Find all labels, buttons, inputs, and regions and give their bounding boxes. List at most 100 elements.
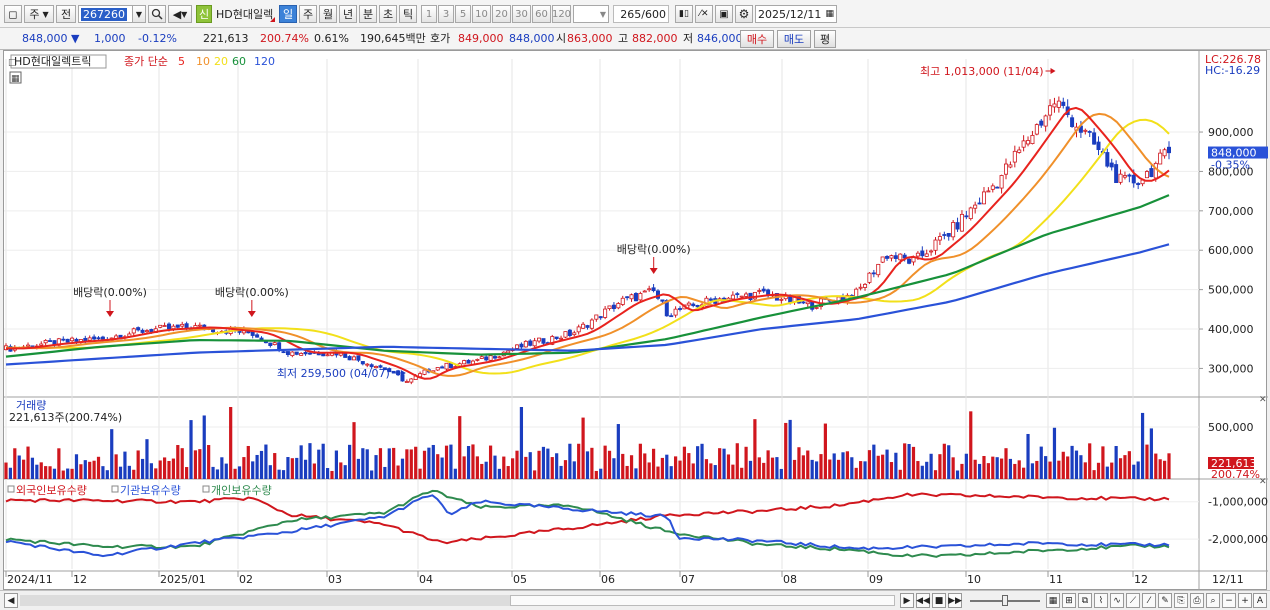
zoom-slider-thumb[interactable]	[1002, 595, 1008, 606]
low-label: 저	[683, 32, 694, 45]
draw-tool-icon[interactable]: ⁄✕	[695, 5, 713, 23]
scroll-left-icon[interactable]: ◀	[4, 593, 18, 608]
volume-bar	[277, 469, 281, 479]
tab-minute[interactable]: 분	[359, 5, 377, 23]
volume-bar	[766, 450, 770, 479]
volume-bar	[629, 455, 634, 479]
interval-120[interactable]: 120	[552, 5, 571, 23]
interval-5[interactable]: 5	[455, 5, 471, 23]
code-dropdown-icon[interactable]: ▼	[132, 5, 146, 23]
candle-body	[374, 366, 379, 369]
forward-icon[interactable]: ▶▶	[948, 593, 962, 608]
layout-icon[interactable]: ▦	[1046, 593, 1060, 608]
volume-bar	[176, 445, 180, 479]
sell-button[interactable]: 매도	[777, 30, 811, 48]
volume-bar	[110, 429, 114, 479]
chart-type-icon[interactable]: ▮▯	[675, 5, 693, 23]
rewind-icon[interactable]: ◀◀	[916, 593, 930, 608]
zoom-in-icon[interactable]: +	[1238, 593, 1252, 608]
volume-bar	[88, 461, 92, 479]
scroll-track[interactable]	[20, 595, 510, 606]
x-tick-label: 02	[239, 573, 253, 586]
zoom-out-icon[interactable]: −	[1222, 593, 1236, 608]
candle-body	[528, 340, 533, 346]
volume-bar	[621, 453, 625, 479]
candle-body	[347, 356, 352, 361]
tab-week[interactable]: 주	[299, 5, 317, 23]
volume-bar	[207, 445, 211, 479]
save-icon[interactable]: ▣	[715, 5, 733, 23]
settings-gear-icon[interactable]: ⚙	[735, 5, 753, 23]
volume-bar	[881, 454, 885, 479]
copy-icon[interactable]: ⎘	[1174, 593, 1188, 608]
tab-year[interactable]: 년	[339, 5, 357, 23]
holding-legend-0: 외국인보유수량	[16, 484, 87, 497]
line-icon[interactable]: ⁄	[1142, 593, 1156, 608]
scroll-thumb[interactable]	[510, 595, 895, 606]
candle-body	[691, 303, 696, 307]
stock-code-input[interactable]: 267260	[78, 5, 146, 23]
volume-bar	[986, 463, 990, 479]
candle-body	[1162, 149, 1167, 157]
volume-bar	[665, 454, 669, 479]
status-bar: ◀ ▶ ◀◀ ■ ▶▶ ▦ ⊞ ⧉ ⌇ ∿ ⟋ ⁄ ✎ ⎘ ⎙ ⌕ − + A	[0, 590, 1270, 610]
holding-y-label: -1,000,000	[1208, 496, 1268, 509]
interval-10[interactable]: 10	[472, 5, 491, 23]
search-icon[interactable]	[148, 5, 166, 23]
volume-bar	[66, 468, 70, 479]
interval-1[interactable]: 1	[421, 5, 437, 23]
buy-button[interactable]: 매수	[740, 30, 774, 48]
volume-bar	[770, 457, 775, 479]
open-price: 863,000	[567, 32, 613, 45]
date-input[interactable]: 2025/12/11 ▦	[755, 5, 837, 23]
candle-body	[1052, 103, 1057, 108]
chart-canvas[interactable]: 2024/11 12 2025/01 02 03 04 05 06 07 08 09 10 11 12 12…	[4, 51, 1268, 591]
sound-icon[interactable]: ◀ ▼	[168, 5, 192, 23]
volume-bar	[550, 457, 554, 479]
candle-body	[1144, 171, 1149, 179]
x-tick-label: 04	[419, 573, 433, 586]
tab-day[interactable]: 일	[279, 5, 297, 23]
volume-bar	[555, 453, 559, 479]
volume-bar	[850, 457, 854, 479]
tab-month[interactable]: 월	[319, 5, 337, 23]
candle-body	[730, 294, 735, 300]
candle-body	[409, 378, 414, 383]
stop-icon[interactable]: ■	[932, 593, 946, 608]
chart-area[interactable]: 2024/11 12 2025/01 02 03 04 05 06 07 08 09 10 11 12 12…	[3, 50, 1268, 591]
volume-bar	[867, 450, 872, 479]
interval-3[interactable]: 3	[438, 5, 454, 23]
trend-icon[interactable]: ⟋	[1126, 593, 1140, 608]
volume-bar	[696, 446, 700, 479]
volume-bar	[246, 445, 250, 479]
volume-bar	[577, 443, 581, 479]
interval-20[interactable]: 20	[492, 5, 511, 23]
volume-bar	[982, 455, 986, 479]
play-icon[interactable]: ▶	[900, 593, 914, 608]
font-size-icon[interactable]: A	[1253, 593, 1267, 608]
grid-icon[interactable]: ⊞	[1062, 593, 1076, 608]
count-field[interactable]: 265/600	[613, 5, 669, 23]
tab-tick[interactable]: 틱	[399, 5, 417, 23]
chart-icon[interactable]: ⌇	[1094, 593, 1108, 608]
interval-60[interactable]: 60	[532, 5, 551, 23]
candle-body	[581, 323, 586, 329]
print-icon[interactable]: ⎙	[1190, 593, 1204, 608]
compare-icon[interactable]: ⧉	[1078, 593, 1092, 608]
wave-icon[interactable]: ∿	[1110, 593, 1124, 608]
calendar-icon[interactable]: ▦	[825, 9, 834, 19]
period-type-select[interactable]: 주 ▼	[24, 5, 54, 23]
volume-bar	[48, 466, 52, 479]
interval-custom-select[interactable]: ▼	[573, 5, 609, 23]
annotate-icon[interactable]: ✎	[1158, 593, 1172, 608]
volume-bar	[1158, 459, 1162, 479]
window-icon[interactable]: ◻	[4, 5, 22, 23]
evaluate-button[interactable]: 평	[814, 30, 836, 48]
prev-button[interactable]: 전	[56, 5, 76, 23]
interval-30[interactable]: 30	[512, 5, 531, 23]
current-price-label: 848,000	[1211, 147, 1257, 160]
volume-bar	[722, 448, 726, 479]
tab-second[interactable]: 초	[379, 5, 397, 23]
zoom-search-icon[interactable]: ⌕	[1206, 593, 1220, 608]
volume-bar	[837, 459, 841, 479]
